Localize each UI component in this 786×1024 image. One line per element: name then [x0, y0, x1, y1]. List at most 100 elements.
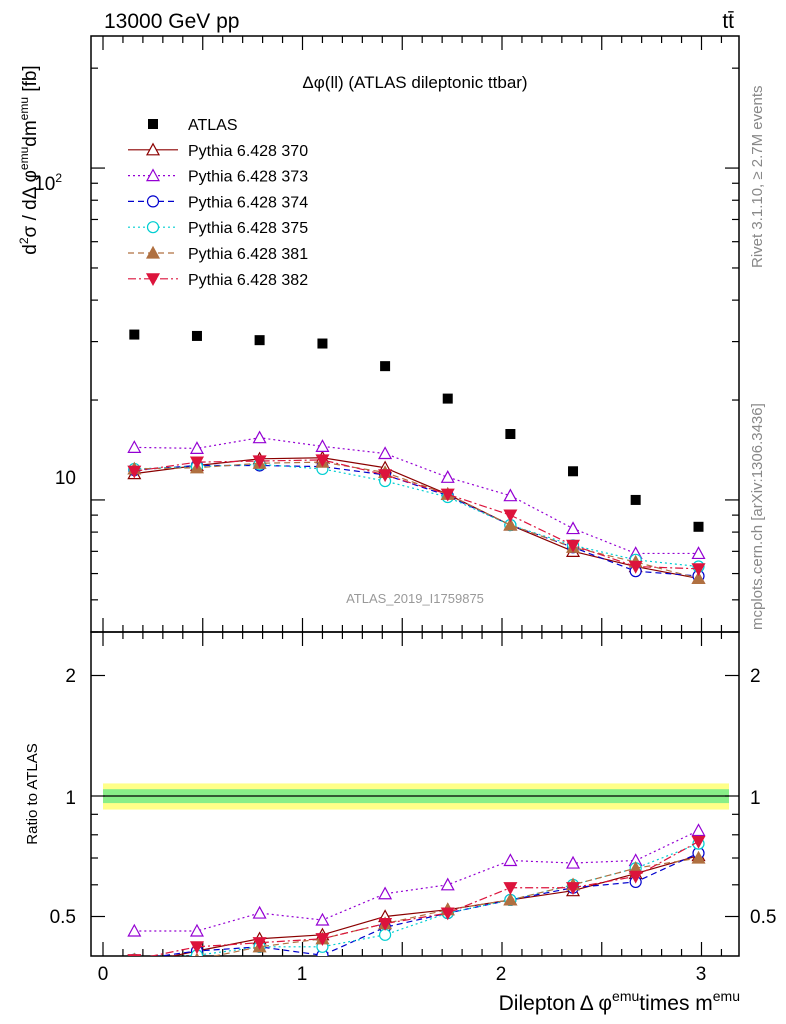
- legend-label: Pythia 6.428 381: [188, 246, 308, 263]
- ratio-point: [503, 853, 518, 867]
- legend-marker: [146, 221, 160, 234]
- ratio-uncertainty-band: [103, 783, 729, 810]
- data-point: [252, 430, 267, 444]
- ratio-point: [440, 907, 455, 921]
- ratio-point: [128, 958, 140, 969]
- main-y-axis-label: d2σ / dΔ φemudmemu [fb]: [17, 65, 41, 254]
- data-point: [378, 469, 393, 483]
- ratio-plot-panel: Ratio to ATLAS 0.5 1 2 0.5 1 2 0 1 2 3 D…: [24, 631, 776, 1015]
- data-point: [189, 441, 204, 454]
- ratio-y-tick-2-right: 2: [750, 666, 761, 687]
- series-line: [134, 459, 699, 570]
- series-2: [127, 430, 706, 560]
- x-tick-2: 2: [496, 964, 507, 985]
- ratio-point: [252, 905, 267, 919]
- legend-label: Pythia 6.428 370: [188, 143, 308, 160]
- legend-entry-0: ATLAS: [148, 117, 238, 134]
- series-1: [127, 450, 706, 585]
- ratio-point: [252, 937, 267, 950]
- ratio-y-tick-1-right: 1: [750, 788, 761, 809]
- legend-label: Pythia 6.428 374: [188, 194, 308, 211]
- header-left: 13000 GeV pp: [104, 10, 239, 33]
- data-point: [315, 439, 330, 452]
- data-point: [440, 470, 455, 483]
- ratio-point: [691, 850, 706, 864]
- plot-title: Δφ(ll) (ATLAS dileptonic ttbar): [302, 73, 527, 92]
- data-point-atlas: [254, 335, 265, 346]
- ratio-series-1: [127, 823, 706, 937]
- data-point-atlas: [191, 330, 202, 341]
- main-plot-panel: Δφ(ll) (ATLAS dileptonic ttbar) ATLAS_20…: [17, 35, 740, 633]
- ratio-y-tick-0.5: 0.5: [50, 907, 76, 928]
- main-plot-series: [127, 329, 706, 585]
- data-point-atlas: [317, 338, 328, 349]
- legend-entry-3: Pythia 6.428 374: [128, 194, 308, 211]
- ratio-line: [156, 852, 699, 956]
- header-right: tt̄: [722, 10, 734, 33]
- data-point: [628, 560, 643, 574]
- legend-entry-6: Pythia 6.428 382: [128, 272, 308, 289]
- data-point: [127, 440, 142, 453]
- data-point-atlas: [129, 329, 140, 340]
- analysis-label: ATLAS_2019_I1759875: [346, 591, 484, 606]
- series-line: [134, 463, 699, 568]
- ratio-series-5: [127, 835, 706, 956]
- ratio-plot-series: [127, 823, 706, 969]
- x-axis-label: Dilepton Δ φemutimes memu: [499, 988, 740, 1015]
- data-point: [378, 446, 393, 460]
- main-plot-ticks: [91, 36, 739, 633]
- ratio-point: [440, 877, 455, 891]
- x-tick-1: 1: [297, 964, 308, 985]
- legend-entry-4: Pythia 6.428 375: [128, 220, 308, 237]
- data-point: [440, 488, 455, 502]
- ratio-y-axis-label: Ratio to ATLAS: [24, 743, 41, 844]
- legend-marker: [145, 168, 161, 182]
- mcplots-label: mcplots.cern.ch [arXiv:1306.3436]: [749, 403, 766, 630]
- series-0: [129, 329, 704, 532]
- data-point-atlas: [380, 361, 391, 372]
- legend-marker: [148, 119, 158, 129]
- ratio-point: [691, 835, 706, 849]
- data-point: [503, 488, 518, 502]
- ratio-point: [503, 892, 518, 906]
- data-point: [691, 571, 706, 585]
- data-point: [566, 539, 581, 553]
- legend-marker: [146, 195, 160, 208]
- series-line: [134, 457, 699, 580]
- data-point: [127, 465, 142, 479]
- legend-entry-1: Pythia 6.428 370: [128, 142, 308, 160]
- data-point: [503, 517, 518, 531]
- legend-marker: [145, 142, 161, 156]
- ratio-point: [378, 928, 392, 941]
- ratio-point: [315, 912, 330, 926]
- ratio-line: [178, 843, 699, 956]
- x-tick-0: 0: [98, 964, 109, 985]
- ratio-point: [691, 823, 706, 837]
- ratio-line: [149, 840, 699, 956]
- legend-label: ATLAS: [188, 117, 238, 134]
- data-point-atlas: [442, 393, 453, 404]
- series-4: [128, 458, 705, 573]
- data-point-atlas: [693, 521, 704, 532]
- ratio-line: [134, 829, 699, 932]
- ratio-point: [189, 941, 204, 955]
- data-point: [189, 456, 204, 470]
- ratio-plot-frame: [90, 631, 740, 957]
- ratio-y-tick-1: 1: [65, 788, 76, 809]
- ratio-point: [378, 886, 393, 900]
- ratio-point: [503, 882, 518, 895]
- ratio-point: [127, 954, 142, 956]
- series-line: [134, 437, 699, 555]
- y-tick-label-100: 102: [34, 171, 62, 195]
- ratio-plot-ticks: [91, 632, 739, 956]
- ratio-point: [189, 923, 204, 937]
- ratio-line: [170, 854, 699, 956]
- ratio-point: [628, 870, 643, 884]
- data-point-atlas: [630, 494, 641, 505]
- x-tick-3: 3: [696, 964, 707, 985]
- data-point-atlas: [568, 466, 579, 477]
- ratio-point: [378, 917, 393, 931]
- legend-label: Pythia 6.428 375: [188, 220, 308, 237]
- data-point: [691, 546, 706, 560]
- data-point-atlas: [505, 429, 516, 440]
